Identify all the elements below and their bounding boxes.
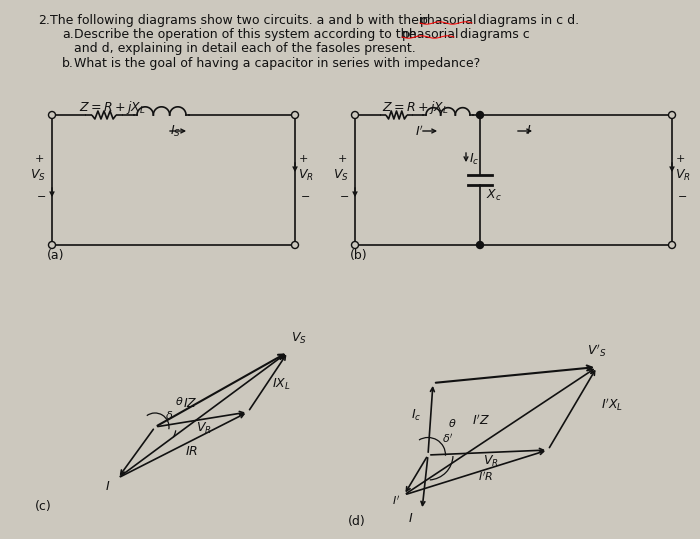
Text: (a): (a) [47,249,64,262]
Text: phasorial: phasorial [402,28,459,41]
Text: $I'Z$: $I'Z$ [473,413,491,428]
Text: $\theta$: $\theta$ [448,417,456,429]
Text: $V_S$: $V_S$ [291,331,307,346]
Text: $-$: $-$ [300,190,310,200]
Text: $V_R$: $V_R$ [298,168,314,183]
Text: $IR$: $IR$ [185,445,198,458]
Text: $I'X_L$: $I'X_L$ [601,396,623,412]
Text: $I'$: $I'$ [415,124,424,139]
Text: $V_S$: $V_S$ [333,168,349,183]
Text: $-$: $-$ [677,190,687,200]
Circle shape [477,112,484,119]
Text: (d): (d) [348,515,365,528]
Text: b.: b. [62,57,74,70]
Text: $V_R$: $V_R$ [197,420,212,436]
Text: $+$: $+$ [675,153,685,163]
Text: $I'$: $I'$ [392,494,400,507]
Text: $+$: $+$ [337,153,347,163]
Text: $V_R$: $V_R$ [675,168,691,183]
Text: The following diagrams show two circuits. a and b with their: The following diagrams show two circuits… [50,14,431,27]
Text: $Z=R+jX_L$: $Z=R+jX_L$ [382,99,448,116]
Circle shape [351,241,358,248]
Text: phasorial: phasorial [420,14,477,27]
Text: $X_c$: $X_c$ [486,188,502,203]
Circle shape [291,112,298,119]
Text: $V'_S$: $V'_S$ [587,342,607,359]
Text: $\delta$: $\delta$ [165,409,174,421]
Text: 2.: 2. [38,14,50,27]
Text: $I_c$: $I_c$ [469,152,480,167]
Text: What is the goal of having a capacitor in series with impedance?: What is the goal of having a capacitor i… [74,57,480,70]
Text: $I$: $I$ [408,512,414,525]
Text: diagrams in c d.: diagrams in c d. [474,14,579,27]
Text: $\theta$: $\theta$ [175,395,183,407]
Text: $Z=R+jX_L$: $Z=R+jX_L$ [78,99,146,116]
Text: $I_S$: $I_S$ [170,124,181,139]
Text: a.: a. [62,28,74,41]
Text: $\delta'$: $\delta'$ [442,432,454,445]
Text: Describe the operation of this system according to the: Describe the operation of this system ac… [74,28,420,41]
Text: $IX_L$: $IX_L$ [272,377,290,392]
Text: $I$: $I$ [526,124,531,137]
Text: and d, explaining in detail each of the fasoles present.: and d, explaining in detail each of the … [74,42,416,55]
Circle shape [291,241,298,248]
Text: $V_R$: $V_R$ [483,453,499,468]
Text: $-$: $-$ [339,190,349,200]
Circle shape [48,241,55,248]
Text: $V_S$: $V_S$ [30,168,46,183]
Circle shape [668,241,676,248]
Text: $I_c$: $I_c$ [411,408,421,423]
Text: $-$: $-$ [36,190,46,200]
Circle shape [48,112,55,119]
Text: $I'R$: $I'R$ [478,470,493,483]
Text: $I$: $I$ [105,480,111,493]
Text: (c): (c) [35,500,52,513]
Text: $IZ$: $IZ$ [183,397,197,410]
Circle shape [477,241,484,248]
Circle shape [351,112,358,119]
Text: $+$: $+$ [298,153,308,163]
Text: (b): (b) [350,249,368,262]
Text: diagrams c: diagrams c [456,28,530,41]
Text: $+$: $+$ [34,153,44,163]
Circle shape [668,112,676,119]
